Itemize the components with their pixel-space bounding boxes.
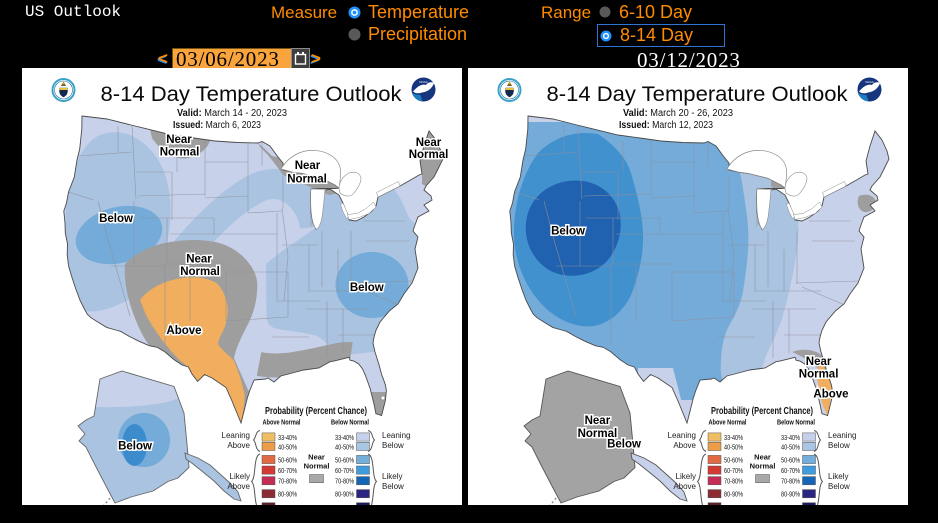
svg-text:Valid: March 14 - 20, 2023: Valid: March 14 - 20, 2023 — [177, 108, 287, 119]
svg-text:Issued: March 6, 2023: Issued: March 6, 2023 — [173, 120, 261, 131]
svg-text:Below: Below — [551, 226, 585, 238]
svg-text:Near: Near — [806, 356, 832, 368]
svg-text:Above: Above — [813, 389, 848, 401]
svg-text:Below: Below — [350, 282, 384, 294]
svg-text:Below: Below — [607, 439, 641, 451]
svg-text:Normal: Normal — [160, 147, 200, 159]
svg-text:Normal: Normal — [287, 174, 327, 186]
svg-text:8-14 Day Temperature Outlook: 8-14 Day Temperature Outlook — [101, 82, 402, 106]
svg-text:Near: Near — [166, 134, 192, 146]
svg-text:Near: Near — [295, 160, 321, 172]
svg-text:Below: Below — [118, 441, 152, 453]
svg-text:Normal: Normal — [180, 266, 220, 278]
svg-text:Near: Near — [186, 254, 212, 266]
svg-text:8-14 Day Temperature Outlook: 8-14 Day Temperature Outlook — [547, 82, 848, 106]
svg-text:Normal: Normal — [578, 428, 618, 440]
svg-text:Valid: March 20 - 26, 2023: Valid: March 20 - 26, 2023 — [623, 108, 733, 119]
svg-text:Normal: Normal — [799, 369, 839, 381]
svg-text:Normal: Normal — [409, 149, 449, 161]
svg-text:Near: Near — [585, 415, 611, 427]
svg-text:Near: Near — [416, 137, 442, 149]
svg-text:Issued: March 12, 2023: Issued: March 12, 2023 — [619, 120, 713, 131]
svg-text:Below: Below — [99, 213, 133, 225]
svg-text:Above: Above — [166, 325, 201, 337]
